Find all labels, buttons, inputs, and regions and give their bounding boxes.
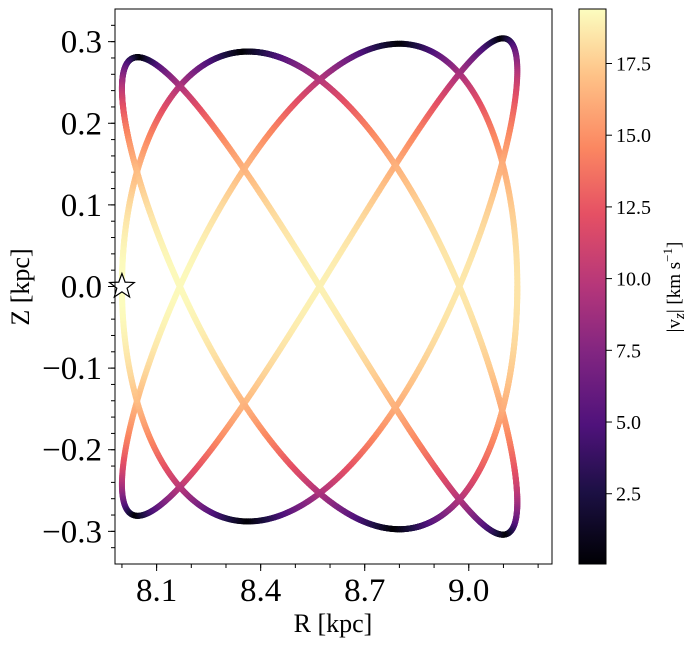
x-axis-title: R [kpc] [294, 609, 373, 638]
x-tick-label: 9.0 [448, 573, 489, 609]
y-tick-label: −0.1 [42, 351, 102, 387]
y-tick-label: 0.1 [61, 188, 102, 224]
colorbar-tick-label: 15.0 [616, 125, 651, 147]
y-tick-label: −0.2 [42, 433, 102, 469]
x-tick-label: 8.1 [136, 573, 177, 609]
colorbar-tick-label: 10.0 [616, 269, 651, 291]
star-marker [107, 271, 136, 299]
y-tick-label: 0.3 [61, 25, 102, 61]
colorbar [579, 9, 606, 564]
y-axis: 0.3 0.2 0.1 0.0 −0.1 −0.2 −0.3 [42, 25, 115, 550]
x-tick-label: 8.7 [344, 573, 385, 609]
y-tick-label: 0.2 [61, 106, 102, 142]
x-tick-label: 8.4 [240, 573, 281, 609]
colorbar-ticks: 2.5 5.0 7.5 10.0 12.5 15.0 17.5 [606, 53, 651, 506]
colorbar-tick-label: 17.5 [616, 53, 651, 75]
colorbar-tick-label: 2.5 [616, 484, 641, 506]
colorbar-frame [578, 8, 607, 565]
colorbar-tick-label: 12.5 [616, 197, 651, 219]
y-axis-title: Z [kpc] [6, 248, 35, 325]
x-axis: 8.1 8.4 8.7 9.0 [121, 564, 539, 609]
orbit-trajectory [118, 35, 521, 538]
colorbar-tick-label: 7.5 [616, 340, 641, 362]
colorbar-tick-label: 5.0 [616, 412, 641, 434]
y-tick-label: 0.0 [61, 270, 102, 306]
colorbar-label: |vz| [km s−1] [660, 242, 688, 333]
y-tick-label: −0.3 [42, 514, 102, 550]
